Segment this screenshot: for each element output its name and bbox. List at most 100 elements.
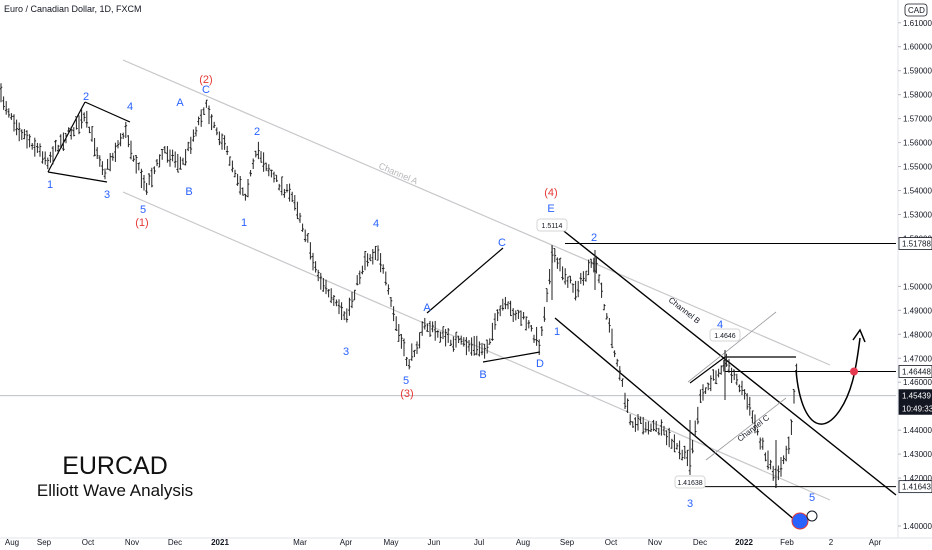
time-axis-label: Jun [428, 538, 441, 547]
price-tick-label: 1.42000 [903, 474, 932, 483]
wave-marker-circle [791, 512, 809, 530]
price-tag-label: 1.45439 [902, 392, 931, 401]
pattern-line [482, 351, 541, 363]
price-tick-label: 1.48000 [903, 330, 932, 339]
price-tag-box [898, 389, 932, 403]
channel-c-label: Channel C [736, 413, 772, 444]
price-scale-panel [898, 0, 932, 550]
price-tag-label: 1.41643 [902, 483, 931, 492]
channel-b-lower [554, 317, 797, 522]
wave-label-blue: 5 [140, 204, 146, 216]
price-tick-label: 1.44000 [903, 426, 932, 435]
time-axis-label: May [383, 538, 398, 547]
wave-label-red: (2) [199, 74, 212, 86]
pattern-line [84, 101, 131, 123]
wave-label-blue: 4 [717, 319, 723, 331]
channel-b-upper [559, 227, 897, 496]
wave-label-blue: 3 [104, 189, 110, 201]
time-axis-label: 2022 [735, 538, 753, 547]
wave-label-blue: 3 [343, 346, 349, 358]
time-axis-label: Sep [560, 538, 575, 547]
wave-label-blue: 5 [809, 492, 815, 504]
channel-b-label: Channel B [667, 295, 702, 325]
price-tick-label: 1.58000 [903, 91, 932, 100]
wave-label-blue: E [547, 203, 554, 215]
wave-label-red: (1) [135, 217, 148, 229]
wave-label-blue: C [498, 237, 506, 249]
price-tag-box [898, 401, 932, 415]
price-tick-label: 1.60000 [903, 43, 932, 52]
time-axis-label: Dec [168, 538, 182, 547]
time-axis-label: Apr [340, 538, 353, 547]
time-axis-label: Oct [82, 538, 95, 547]
price-callout-box [536, 218, 568, 232]
wave-label-red: (3) [400, 388, 413, 400]
channel-a-label: Channel A [377, 161, 419, 187]
wave-label-blue: 4 [127, 101, 133, 113]
brand-block: EURCAD Elliott Wave Analysis [30, 452, 200, 502]
time-axis-label: Oct [605, 538, 618, 547]
time-axis-label: Dec [693, 538, 707, 547]
pattern-line [426, 247, 504, 314]
time-axis-label: Aug [516, 538, 530, 547]
price-callout-box [674, 475, 706, 489]
price-tick-label: 1.50000 [903, 282, 932, 291]
wave-label-blue: 2 [591, 232, 597, 244]
wave-label-blue: 5 [403, 375, 409, 387]
time-axis-label: Apr [869, 538, 882, 547]
time-axis-label: Jul [474, 538, 484, 547]
wave-label-red: (4) [544, 187, 557, 199]
price-tick-label: 1.43000 [903, 450, 932, 459]
target-dot [850, 367, 858, 376]
price-tag-box [898, 365, 932, 378]
price-tick-label: 1.56000 [903, 139, 932, 148]
time-axis-label: 2 [829, 538, 834, 547]
price-tick-label: 1.61000 [903, 19, 932, 28]
wave-label-blue: B [185, 186, 192, 198]
wave-label-blue: 1 [554, 326, 560, 338]
price-tag-box [898, 237, 932, 250]
price-tick-label: 1.57000 [903, 115, 932, 124]
price-callout-label: 1.4646 [714, 333, 736, 340]
time-axis-label: Feb [780, 538, 794, 547]
wave-label-blue: A [176, 97, 184, 109]
wave-label-blue: 1 [241, 217, 247, 229]
price-callout-box [709, 328, 741, 342]
price-tick-label: 1.49000 [903, 306, 932, 315]
symbol-title: Euro / Canadian Dollar, 1D, FXCM [4, 4, 142, 14]
wave-label-blue: 1 [47, 179, 53, 191]
price-tag-label: 10:49:33 [902, 404, 932, 413]
wave-label-blue: 2 [254, 126, 260, 138]
currency-badge [904, 3, 928, 17]
currency-badge-label: CAD [908, 6, 925, 15]
time-axis-label: Nov [125, 538, 139, 547]
price-tick-label: 1.55000 [903, 163, 932, 172]
time-axis-label: Mar [293, 538, 307, 547]
projection-curve [795, 337, 861, 425]
price-tag-label: 1.46448 [902, 367, 931, 376]
wave-label-blue: A [423, 302, 431, 314]
time-axis-label: Nov [648, 538, 662, 547]
price-tick-label: 1.59000 [903, 67, 932, 76]
price-tick-label: 1.40000 [903, 522, 932, 531]
brand-subtitle: Elliott Wave Analysis [36, 481, 194, 500]
pattern-line [47, 171, 108, 183]
price-tick-label: 1.46000 [903, 378, 932, 387]
price-tick-label: 1.47000 [903, 354, 932, 363]
channel-c-lower [705, 397, 787, 461]
channel-a-upper [122, 59, 831, 366]
wave-label-blue: C [202, 84, 210, 96]
price-tag-box [898, 480, 932, 494]
price-tick-label: 1.54000 [903, 187, 932, 196]
pattern-line [689, 356, 726, 384]
price-tag-label: 1.51788 [902, 240, 931, 249]
time-axis-label: 2021 [211, 538, 229, 547]
wave-label-blue: B [479, 369, 486, 381]
brand-title: EURCAD [62, 452, 168, 480]
time-axis-label: Aug [5, 538, 19, 547]
wave-label-blue: 2 [83, 91, 89, 103]
price-callout-label: 1.41638 [677, 480, 702, 487]
channel-c-upper [687, 311, 777, 383]
